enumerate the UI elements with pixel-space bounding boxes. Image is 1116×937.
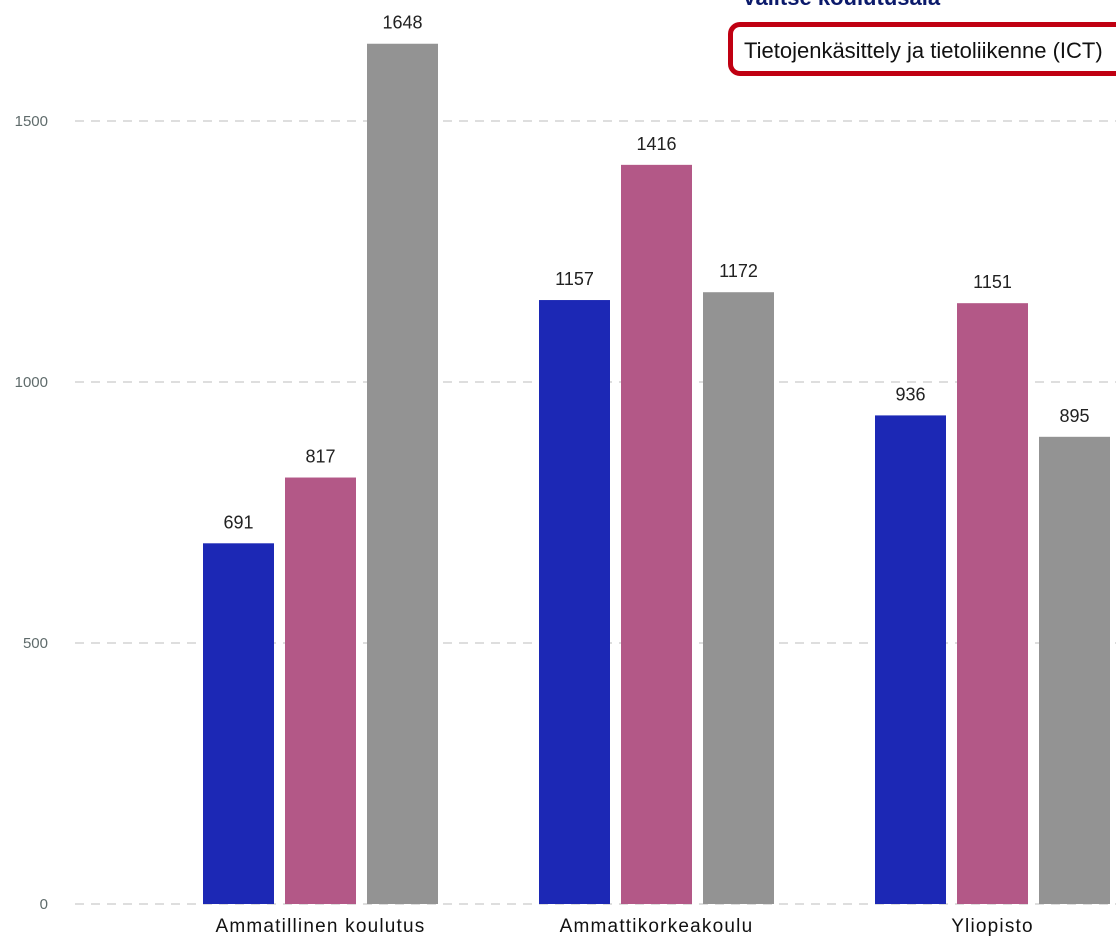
bar-1-2[interactable] [285, 477, 356, 904]
bar-2-1[interactable] [539, 300, 610, 904]
bar-2-2[interactable] [621, 164, 692, 904]
bar-value-label: 936 [895, 384, 925, 404]
bar-1-3[interactable] [367, 43, 438, 904]
x-category-label: Ammattikorkeakoulu [560, 916, 754, 937]
bar-value-label: 1151 [973, 272, 1012, 292]
bar-value-label: 691 [223, 512, 253, 532]
bar-3-2[interactable] [957, 303, 1028, 905]
x-category-label: Yliopisto [951, 916, 1034, 937]
x-axis: Ammatillinen koulutus Ammattikorkeakoulu Y… [215, 916, 1034, 937]
bar-value-label: 895 [1059, 406, 1089, 426]
y-tick-label: 1500 [15, 113, 48, 130]
y-axis: 0 500 1000 1500 [15, 113, 48, 913]
bar-value-label: 1172 [719, 261, 758, 281]
y-tick-label: 1000 [15, 374, 48, 391]
filter-label: Valitse koulutusala [742, 0, 940, 10]
bar-3-1[interactable] [875, 415, 946, 904]
bar-1-1[interactable] [203, 543, 274, 904]
field-of-study-select[interactable]: Tietojenkäsittely ja tietoliikenne (ICT) [728, 22, 1116, 76]
bars [203, 43, 1110, 905]
bar-value-label: 817 [305, 447, 335, 467]
y-tick-label: 0 [40, 896, 48, 913]
bar-value-label: 1157 [555, 269, 594, 289]
bar-value-label: 1648 [382, 13, 422, 33]
value-labels: 691 817 1648 1157 1416 1172 936 1151 895 [223, 13, 1089, 533]
bar-3-3[interactable] [1039, 436, 1110, 904]
field-of-study-selected-value: Tietojenkäsittely ja tietoliikenne (ICT) [744, 38, 1103, 63]
y-tick-label: 500 [23, 635, 48, 652]
bar-value-label: 1416 [636, 134, 676, 154]
bar-2-3[interactable] [703, 292, 774, 904]
x-category-label: Ammatillinen koulutus [215, 916, 425, 937]
